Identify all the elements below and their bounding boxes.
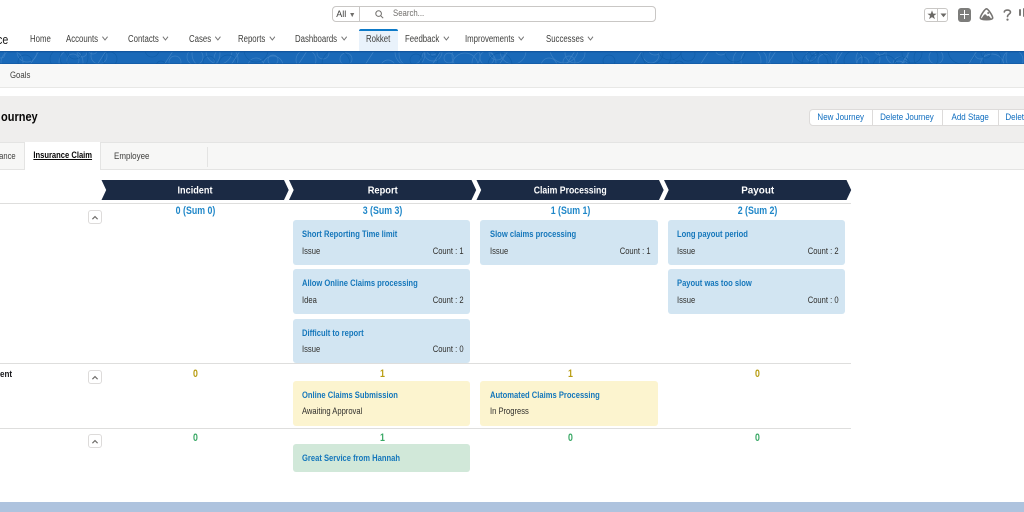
svg-text:Report: Report <box>368 186 399 197</box>
svg-text:Incident: Incident <box>178 186 214 197</box>
svg-text:Claim Processing: Claim Processing <box>534 186 607 197</box>
svg-text:Payout: Payout <box>741 186 775 197</box>
